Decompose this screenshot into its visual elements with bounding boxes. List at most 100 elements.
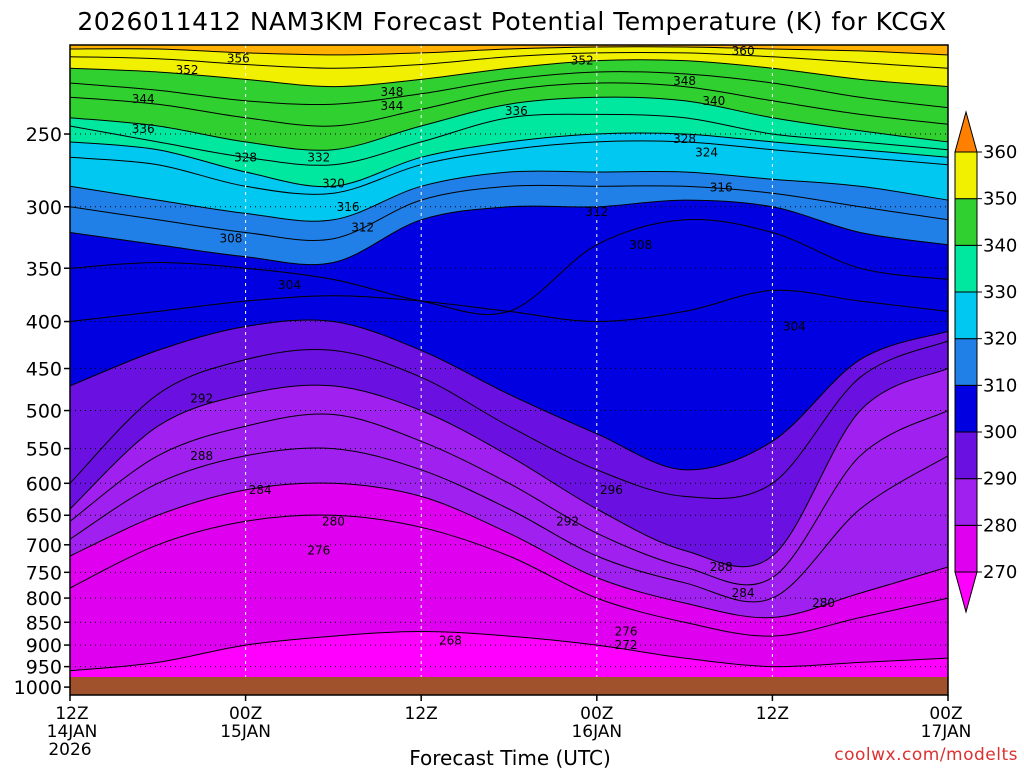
contour-label: 344 xyxy=(380,99,403,113)
contour-label: 324 xyxy=(695,146,718,160)
y-tick-label: 350 xyxy=(26,258,62,280)
colorbar: 360 350 340 330 320 310 300 290 280 270 xyxy=(954,110,1017,614)
contour-line-336 xyxy=(70,113,948,166)
colorbar-bottom-arrow xyxy=(954,571,978,614)
contour-label: 348 xyxy=(380,85,403,99)
x-tick-date: 16JAN xyxy=(571,722,622,742)
colorbar-tick-label: 300 xyxy=(983,422,1017,443)
contour-line-280 xyxy=(70,482,948,619)
contour-label: 284 xyxy=(732,586,755,600)
contour-line-340 xyxy=(70,96,948,151)
x-tick-date: 15JAN xyxy=(220,722,271,742)
x-tick-label: 12Z xyxy=(756,704,789,724)
y-tick-label: 750 xyxy=(26,562,62,584)
x-tick-label: 12Z xyxy=(405,704,438,724)
filled-contours xyxy=(70,45,948,695)
contour-label: 336 xyxy=(132,122,155,136)
contour-label: 280 xyxy=(812,596,835,610)
contour-line-308 xyxy=(70,218,948,315)
colorbar-tick-label: 320 xyxy=(983,329,1017,350)
contour-label: 336 xyxy=(505,104,528,118)
colorbar-tick-label: 290 xyxy=(983,469,1017,490)
colorbar-swatch-270 xyxy=(954,524,978,573)
x-tick-label: 00Z xyxy=(929,704,962,724)
contour-label: 292 xyxy=(190,391,213,405)
x-tick-date: 14JAN xyxy=(47,722,98,742)
colorbar-tick-label: 270 xyxy=(983,562,1017,583)
contour-label: 344 xyxy=(132,92,155,106)
y-tick-label: 600 xyxy=(26,473,62,495)
y-tick-label: 300 xyxy=(26,197,62,219)
credit-text: coolwx.com/modelts xyxy=(834,745,1018,765)
contour-line-270 xyxy=(70,630,948,672)
y-tick-label: 550 xyxy=(26,439,62,461)
contour-line-300 xyxy=(70,319,948,471)
y-tick-label: 400 xyxy=(26,312,62,334)
y-tick-label: 650 xyxy=(26,505,62,527)
contour-label: 272 xyxy=(615,638,638,652)
y-tick-label: 450 xyxy=(26,359,62,381)
colorbar-tick-label: 350 xyxy=(983,189,1017,210)
y-axis: 2503003504004505005506006507007508008509… xyxy=(14,124,70,699)
contour-label: 320 xyxy=(322,176,345,190)
x-tick-label: 00Z xyxy=(229,704,262,724)
x-axis-label: Forecast Time (UTC) xyxy=(409,746,611,768)
y-tick-label: 500 xyxy=(26,401,62,423)
contour-line-352 xyxy=(70,59,948,88)
contour-label: 316 xyxy=(710,181,733,195)
contour-line-292 xyxy=(70,368,948,568)
contour-line-320 xyxy=(70,170,948,222)
contour-label: 280 xyxy=(322,514,345,528)
contour-line-316 xyxy=(70,184,948,241)
colorbar-swatch-310 xyxy=(954,338,978,386)
colorbar-tick-label: 330 xyxy=(983,282,1017,303)
y-tick-label: 1000 xyxy=(14,677,62,699)
contour-line-276 xyxy=(70,514,948,637)
contour-line-296 xyxy=(70,340,948,499)
x-tick-year: 2026 xyxy=(48,740,91,760)
contour-label: 288 xyxy=(710,560,733,574)
contour-label: 340 xyxy=(702,94,725,108)
contour-line-356 xyxy=(70,51,948,69)
contour-label: 288 xyxy=(190,449,213,463)
contour-label: 268 xyxy=(439,634,462,648)
contour-line-360 xyxy=(70,46,948,56)
surface-ground xyxy=(70,676,948,695)
colorbar-tick-label: 280 xyxy=(983,515,1017,536)
y-tick-label: 800 xyxy=(26,588,62,610)
x-tick-label: 12Z xyxy=(55,704,88,724)
grid-lines xyxy=(70,45,948,695)
contour-label: 276 xyxy=(307,543,330,557)
contour-label: 316 xyxy=(337,200,360,214)
chart-title: 2026011412 NAM3KM Forecast Potential Tem… xyxy=(77,7,946,36)
contour-label: 352 xyxy=(571,54,594,68)
plot-frame xyxy=(69,44,949,696)
contour-label: 308 xyxy=(629,238,652,252)
colorbar-swatch-340 xyxy=(954,198,978,246)
contour-lines xyxy=(70,46,948,672)
contour-label: 332 xyxy=(307,150,330,164)
contour-line-312 xyxy=(70,199,948,266)
contour-line-284 xyxy=(70,447,948,603)
contour-label: 348 xyxy=(673,74,696,88)
y-tick-label: 900 xyxy=(26,635,62,657)
contour-line-348 xyxy=(70,71,948,109)
contour-label: 312 xyxy=(585,205,608,219)
colorbar-tick-label: 310 xyxy=(983,375,1017,396)
contour-label: 356 xyxy=(227,52,250,66)
contour-label: 276 xyxy=(615,625,638,639)
contour-label: 360 xyxy=(732,44,755,58)
x-tick-date: 17JAN xyxy=(921,722,972,742)
contour-label: 312 xyxy=(351,220,374,234)
colorbar-swatch-290 xyxy=(954,431,978,480)
contour-line-328 xyxy=(70,140,948,195)
contour-label: 308 xyxy=(220,232,243,246)
contour-label: 304 xyxy=(278,278,301,292)
y-tick-label: 850 xyxy=(26,612,62,634)
contour-label: 352 xyxy=(176,63,199,77)
y-tick-label: 250 xyxy=(26,124,62,146)
